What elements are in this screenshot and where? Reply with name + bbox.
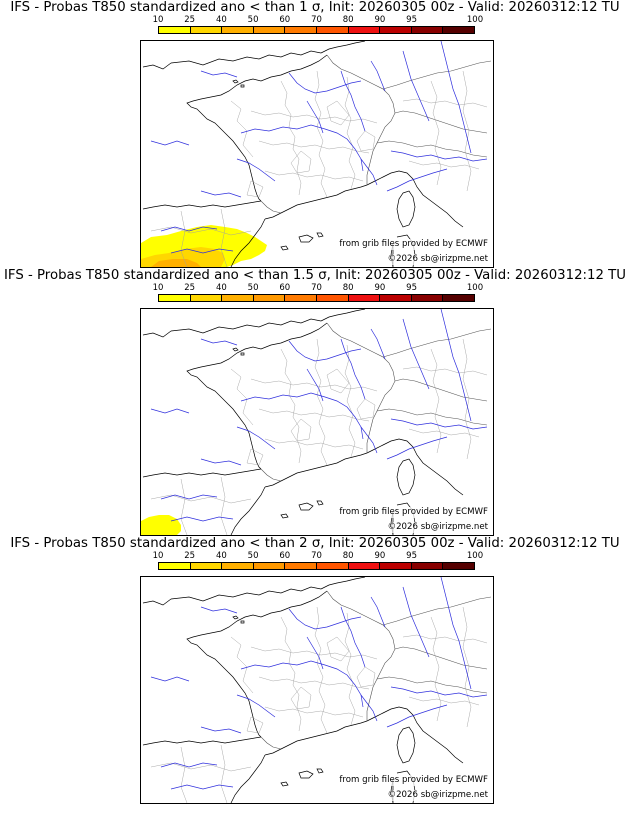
source-credit: from grib files provided by ECMWF xyxy=(339,775,488,786)
colorbar-tick-label: 10 xyxy=(152,283,164,293)
colorbar-swatch xyxy=(159,295,191,301)
colorbar-swatch xyxy=(443,295,474,301)
colorbar-tick-label: 100 xyxy=(466,551,484,561)
colorbar-tick-label: 95 xyxy=(406,551,418,561)
colorbar-tick-label: 95 xyxy=(406,283,418,293)
colorbar-swatch xyxy=(348,295,381,301)
colorbar-swatch xyxy=(159,563,191,569)
source-credit: from grib files provided by ECMWF xyxy=(339,239,488,250)
colorbar-swatch xyxy=(222,295,254,301)
panel-title: IFS - Probas T850 standardized ano < tha… xyxy=(10,536,620,551)
colorbar-tick-label: 10 xyxy=(152,15,164,25)
copyright-credit: ©2026 sb@irizpme.net xyxy=(387,254,488,265)
colorbar-tick-label: 90 xyxy=(374,551,386,561)
colorbar-swatch xyxy=(190,295,223,301)
colorbar-swatch xyxy=(285,27,317,33)
colorbar-swatch xyxy=(348,563,381,569)
colorbar-labels: 10 25 40 50 60 70 80 90 95 100 xyxy=(147,283,484,293)
colorbar-swatch xyxy=(190,27,223,33)
colorbar-swatch xyxy=(443,27,474,33)
coastline xyxy=(142,309,464,535)
colorbar-labels: 10 25 40 50 60 70 80 90 95 100 xyxy=(147,15,484,25)
country-borders xyxy=(260,590,492,750)
colorbar-swatch xyxy=(285,295,317,301)
map-canvas xyxy=(141,41,492,267)
colorbar-swatch xyxy=(411,563,444,569)
colorbar-tick-label: 80 xyxy=(342,551,354,561)
colorbar-tick-label: 25 xyxy=(184,551,196,561)
colorbar-swatch xyxy=(443,563,474,569)
colorbar-tick-label: 100 xyxy=(466,15,484,25)
map-canvas xyxy=(141,309,492,535)
colorbar-tick-label: 90 xyxy=(374,15,386,25)
colorbar-swatch xyxy=(380,563,412,569)
rivers xyxy=(150,309,488,522)
colorbar-tick-label: 100 xyxy=(466,283,484,293)
colorbar-swatch xyxy=(348,27,381,33)
colorbar-swatch xyxy=(316,295,349,301)
region-boundaries xyxy=(150,606,488,803)
region-boundaries xyxy=(150,338,488,535)
probability-colorbar xyxy=(158,294,475,302)
map-canvas xyxy=(142,577,492,803)
map-france: from grib files provided by ECMWF ©2026 s… xyxy=(140,40,494,268)
source-credit: from grib files provided by ECMWF xyxy=(339,507,488,518)
country-borders xyxy=(260,54,492,214)
colorbar-tick-label: 60 xyxy=(279,15,291,25)
colorbar-swatch xyxy=(253,27,286,33)
colorbar-swatch xyxy=(222,27,254,33)
colorbar-tick-label: 90 xyxy=(374,283,386,293)
colorbar-swatch xyxy=(253,295,286,301)
colorbar-swatch xyxy=(222,563,254,569)
colorbar-swatch xyxy=(253,563,286,569)
colorbar-swatch xyxy=(159,27,191,33)
colorbar-labels: 10 25 40 50 60 70 80 90 95 100 xyxy=(147,551,484,561)
probability-panel-1-sigma: IFS - Probas T850 standardized ano < tha… xyxy=(0,0,630,268)
colorbar-tick-label: 80 xyxy=(342,283,354,293)
colorbar-tick-label: 70 xyxy=(311,551,322,561)
colorbar-tick-label: 25 xyxy=(184,15,196,25)
colorbar-tick-label: 60 xyxy=(279,283,291,293)
colorbar-swatch xyxy=(190,563,223,569)
colorbar-tick-label: 10 xyxy=(152,551,164,561)
colorbar-swatch xyxy=(380,27,412,33)
probability-panel-1-5-sigma: IFS - Probas T850 standardized ano < tha… xyxy=(0,268,630,536)
colorbar-tick-label: 50 xyxy=(247,15,259,25)
colorbar-swatch xyxy=(411,295,444,301)
colorbar-tick-label: 60 xyxy=(279,551,291,561)
colorbar-tick-label: 25 xyxy=(184,283,196,293)
colorbar-swatch xyxy=(316,27,349,33)
colorbar-tick-label: 40 xyxy=(215,15,227,25)
probability-colorbar xyxy=(158,562,475,570)
colorbar-tick-label: 40 xyxy=(215,551,227,561)
probability-shading xyxy=(141,225,267,267)
probability-area-40 xyxy=(151,259,201,267)
colorbar-tick-label: 70 xyxy=(311,283,322,293)
probability-area-10 xyxy=(141,515,181,535)
colorbar-swatch xyxy=(411,27,444,33)
rivers xyxy=(150,577,488,790)
colorbar-tick-label: 95 xyxy=(406,15,418,25)
map-france: from grib files provided by ECMWF ©2026 s… xyxy=(140,308,494,536)
colorbar-tick-label: 40 xyxy=(215,283,227,293)
panel-title: IFS - Probas T850 standardized ano < tha… xyxy=(3,268,627,283)
copyright-credit: ©2026 sb@irizpme.net xyxy=(387,522,488,533)
probability-panel-2-sigma: IFS - Probas T850 standardized ano < tha… xyxy=(0,536,630,804)
colorbar-swatch xyxy=(285,563,317,569)
country-borders xyxy=(260,322,492,482)
colorbar-tick-label: 50 xyxy=(247,283,259,293)
copyright-credit: ©2026 sb@irizpme.net xyxy=(387,790,488,801)
colorbar-tick-label: 70 xyxy=(311,15,322,25)
region-boundaries xyxy=(150,70,488,267)
colorbar-tick-label: 50 xyxy=(247,551,259,561)
probability-shading xyxy=(141,515,181,535)
rivers xyxy=(150,41,488,254)
panel-title: IFS - Probas T850 standardized ano < tha… xyxy=(10,0,620,15)
colorbar-swatch xyxy=(380,295,412,301)
colorbar-tick-label: 80 xyxy=(342,15,354,25)
probability-colorbar xyxy=(158,26,475,34)
map-france: from grib files provided by ECMWF ©2026 s… xyxy=(140,576,494,804)
colorbar-swatch xyxy=(316,563,349,569)
